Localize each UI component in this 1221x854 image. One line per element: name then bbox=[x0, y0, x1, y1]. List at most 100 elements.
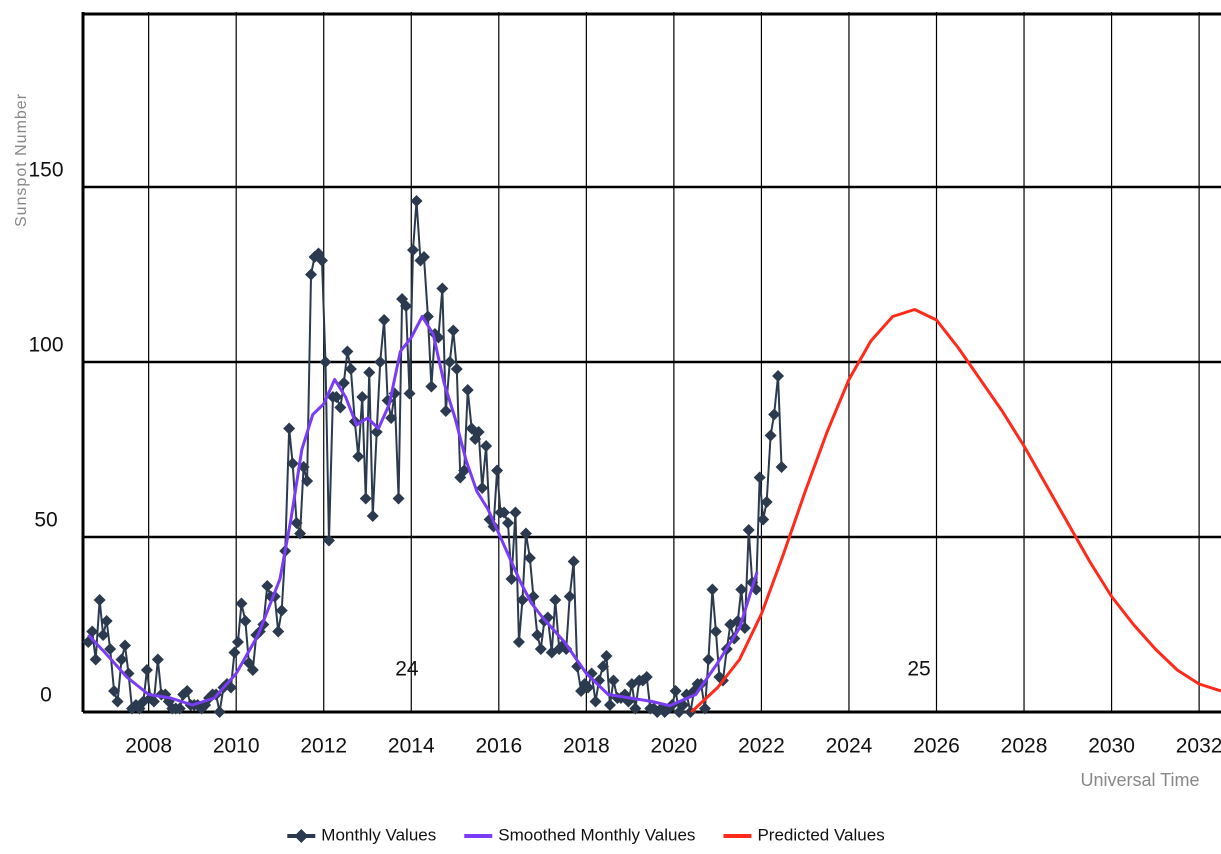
data-point bbox=[519, 527, 532, 540]
data-point bbox=[315, 254, 328, 267]
data-point bbox=[239, 615, 252, 627]
data-point bbox=[301, 475, 314, 487]
legend-label: Smoothed Monthly Values bbox=[498, 825, 695, 844]
data-point bbox=[417, 251, 430, 263]
x-tick-label: 2022 bbox=[738, 735, 785, 758]
data-point bbox=[97, 629, 110, 641]
data-point bbox=[290, 517, 303, 529]
data-point bbox=[337, 377, 350, 389]
data-point bbox=[753, 471, 766, 484]
data-point bbox=[319, 356, 332, 368]
x-tick-label: 2014 bbox=[388, 735, 435, 758]
x-tick-label: 2018 bbox=[563, 735, 610, 758]
x-tick-label: 2008 bbox=[125, 735, 172, 758]
data-point bbox=[640, 671, 653, 683]
data-point bbox=[443, 356, 456, 368]
data-point bbox=[534, 643, 547, 655]
x-tick-label: 2010 bbox=[213, 735, 260, 758]
data-point bbox=[436, 282, 449, 295]
data-point bbox=[261, 580, 274, 592]
data-point bbox=[491, 464, 504, 477]
data-point bbox=[735, 583, 748, 596]
annotation: 24 bbox=[395, 658, 419, 681]
data-point bbox=[768, 408, 781, 421]
data-point bbox=[108, 685, 121, 697]
data-point bbox=[461, 384, 474, 396]
data-point bbox=[275, 604, 288, 617]
data-point bbox=[100, 615, 113, 627]
x-tick-label: 2028 bbox=[1001, 735, 1048, 758]
data-point bbox=[669, 685, 682, 697]
data-point bbox=[772, 370, 785, 382]
y-tick-label: 150 bbox=[28, 159, 63, 182]
data-point bbox=[476, 482, 489, 494]
data-point bbox=[111, 695, 124, 708]
data-point bbox=[231, 636, 244, 648]
data-point bbox=[498, 506, 511, 519]
data-point bbox=[472, 426, 485, 438]
data-point bbox=[501, 517, 514, 529]
data-point bbox=[764, 429, 777, 442]
y-tick-label: 0 bbox=[40, 684, 52, 707]
data-point bbox=[512, 636, 525, 648]
series-line bbox=[87, 315, 759, 708]
x-tick-label: 2024 bbox=[826, 735, 873, 758]
data-point bbox=[706, 583, 719, 596]
data-point bbox=[523, 552, 536, 564]
data-point bbox=[439, 405, 452, 417]
data-point bbox=[356, 391, 369, 403]
data-point bbox=[147, 695, 160, 708]
series-line bbox=[87, 200, 783, 713]
data-point bbox=[531, 629, 544, 641]
x-tick-label: 2016 bbox=[475, 735, 522, 758]
data-point bbox=[151, 653, 164, 666]
data-point bbox=[410, 195, 423, 207]
data-point bbox=[246, 664, 259, 676]
data-point bbox=[549, 594, 562, 606]
data-point bbox=[505, 573, 518, 585]
data-point bbox=[560, 643, 573, 655]
x-axis-title: Universal Time bbox=[1080, 770, 1199, 790]
x-tick-label: 2032 bbox=[1176, 735, 1221, 758]
data-point bbox=[119, 639, 132, 652]
data-point bbox=[286, 457, 299, 470]
y-tick-label: 100 bbox=[28, 334, 63, 357]
data-point bbox=[607, 674, 620, 687]
data-point bbox=[89, 653, 102, 666]
data-point bbox=[582, 681, 595, 694]
data-point bbox=[400, 300, 413, 312]
legend-label: Predicted Values bbox=[757, 825, 884, 844]
data-point bbox=[104, 643, 117, 655]
data-point bbox=[567, 555, 580, 568]
data-point bbox=[392, 492, 405, 505]
data-point bbox=[359, 492, 372, 505]
data-point bbox=[563, 590, 576, 603]
data-point bbox=[600, 650, 613, 662]
data-point bbox=[352, 450, 365, 463]
data-point bbox=[385, 412, 398, 424]
data-point bbox=[760, 496, 773, 508]
data-point bbox=[181, 685, 194, 697]
annotation: 25 bbox=[907, 658, 930, 681]
data-point bbox=[698, 702, 711, 715]
data-point bbox=[589, 695, 602, 708]
y-tick-label: 50 bbox=[34, 509, 57, 532]
data-point bbox=[480, 440, 493, 452]
x-tick-label: 2030 bbox=[1088, 735, 1135, 758]
data-point bbox=[341, 345, 354, 358]
x-tick-label: 2026 bbox=[913, 735, 960, 758]
data-point bbox=[403, 387, 416, 400]
data-point bbox=[709, 625, 722, 638]
data-point bbox=[140, 664, 153, 676]
data-point bbox=[173, 702, 186, 715]
data-point bbox=[366, 510, 379, 522]
data-point bbox=[757, 513, 770, 526]
legend-label: Monthly Values bbox=[321, 825, 436, 844]
x-tick-label: 2012 bbox=[300, 735, 347, 758]
data-point bbox=[305, 268, 318, 281]
data-point bbox=[596, 660, 609, 673]
data-point bbox=[407, 244, 420, 256]
data-point bbox=[228, 646, 241, 659]
data-point bbox=[235, 597, 248, 610]
